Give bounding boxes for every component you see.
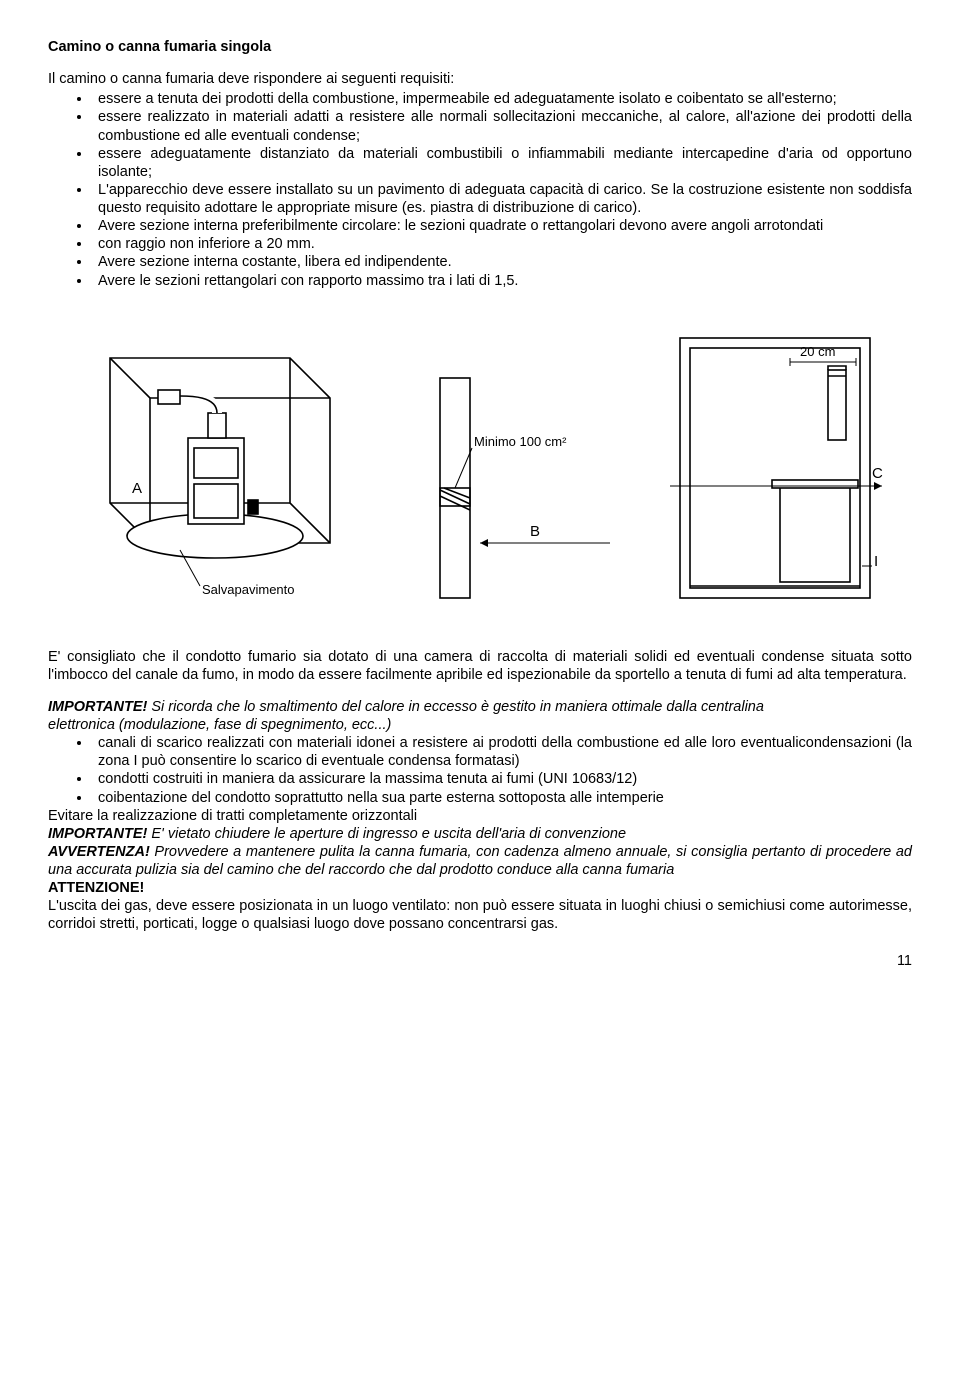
- important-label: IMPORTANTE!: [48, 826, 147, 842]
- list-item: Avere le sezioni rettangolari con rappor…: [92, 272, 912, 290]
- requirements-list: essere a tenuta dei prodotti della combu…: [48, 90, 912, 289]
- requirements-list-2: canali di scarico realizzati con materia…: [48, 734, 912, 807]
- intro-text: Il camino o canna fumaria deve risponder…: [48, 70, 912, 88]
- label-minimo: Minimo 100 cm²: [474, 434, 567, 449]
- evitare-line: Evitare la realizzazione di tratti compl…: [48, 807, 912, 825]
- label-b: B: [530, 523, 540, 540]
- label-c: C: [872, 465, 883, 482]
- page-number: 11: [48, 952, 912, 970]
- avvertenza-label: AVVERTENZA!: [48, 844, 150, 860]
- list-item: Avere sezione interna preferibilmente ci…: [92, 217, 912, 235]
- list-item: canali di scarico realizzati con materia…: [92, 734, 912, 770]
- label-i: I: [874, 553, 878, 570]
- label-salvapavimento: Salvapavimento: [202, 582, 295, 597]
- list-item: essere realizzato in materiali adatti a …: [92, 108, 912, 144]
- section-title: Camino o canna fumaria singola: [48, 38, 912, 56]
- diagram-c: 20 cm C I: [660, 318, 890, 618]
- diagram-row: A Salvapavimento Minimo 100 cm² B: [48, 318, 912, 618]
- list-item: con raggio non inferiore a 20 mm.: [92, 235, 912, 253]
- avvertenza-block: AVVERTENZA! Provvedere a mantenere pulit…: [48, 843, 912, 879]
- label-20cm: 20 cm: [800, 344, 835, 359]
- list-item: Avere sezione interna costante, libera e…: [92, 253, 912, 271]
- list-item: condotti costruiti in maniera da assicur…: [92, 770, 912, 788]
- list-item: L'apparecchio deve essere installato su …: [92, 181, 912, 217]
- diagram-b: Minimo 100 cm² B: [410, 358, 620, 618]
- diagram-a: A Salvapavimento: [70, 318, 370, 618]
- important-line2: elettronica (modulazione, fase di spegni…: [48, 716, 912, 734]
- attenzione-text: L'uscita dei gas, deve essere posizionat…: [48, 897, 912, 933]
- important-text: E' vietato chiudere le aperture di ingre…: [147, 826, 626, 842]
- important-note-2: IMPORTANTE! E' vietato chiudere le apert…: [48, 825, 912, 843]
- avvertenza-text: Provvedere a mantenere pulita la canna f…: [48, 844, 912, 878]
- important-note-1: IMPORTANTE! Si ricorda che lo smaltiment…: [48, 698, 912, 716]
- label-a: A: [132, 480, 142, 497]
- list-item: essere a tenuta dei prodotti della combu…: [92, 90, 912, 108]
- important-label: IMPORTANTE!: [48, 699, 147, 715]
- list-item: coibentazione del condotto soprattutto n…: [92, 789, 912, 807]
- attenzione-label: ATTENZIONE!: [48, 879, 912, 897]
- list-item: essere adeguatamente distanziato da mate…: [92, 145, 912, 181]
- paragraph-after-figure: E' consigliato che il condotto fumario s…: [48, 648, 912, 684]
- important-text: Si ricorda che lo smaltimento del calore…: [147, 699, 764, 715]
